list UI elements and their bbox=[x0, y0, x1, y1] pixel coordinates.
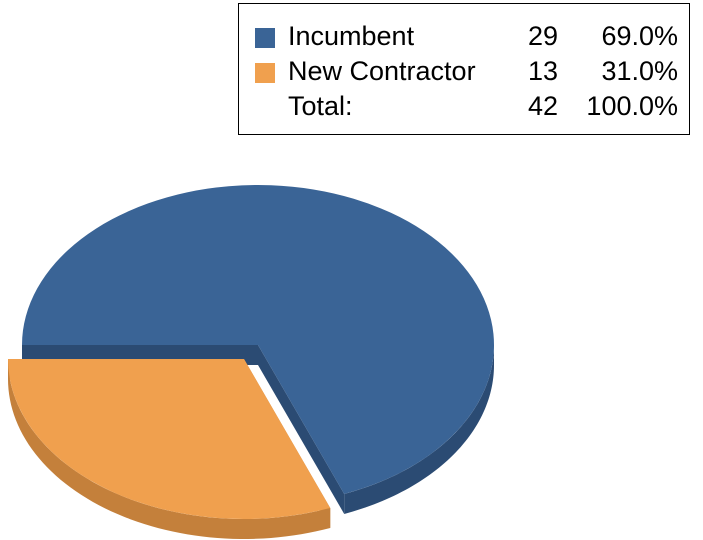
total-percent: 100.0% bbox=[586, 91, 678, 121]
total-count: 42 bbox=[528, 91, 558, 121]
legend-percent: 31.0% bbox=[601, 56, 678, 86]
slice bbox=[22, 185, 494, 494]
legend: Incumbent 29 69.0% New Contractor 13 31.0% Tot… bbox=[255, 21, 678, 121]
slice-side bbox=[8, 359, 331, 539]
slice-side bbox=[344, 345, 494, 514]
legend-swatch bbox=[255, 63, 275, 83]
slice bbox=[8, 359, 331, 519]
slice-wall bbox=[258, 345, 345, 514]
legend-box bbox=[238, 3, 690, 135]
pie bbox=[8, 185, 494, 539]
legend-label: Incumbent bbox=[288, 21, 415, 51]
total-label: Total: bbox=[288, 91, 353, 121]
legend-percent: 69.0% bbox=[601, 21, 678, 51]
legend-count: 13 bbox=[528, 56, 558, 86]
legend-count: 29 bbox=[528, 21, 558, 51]
legend-label: New Contractor bbox=[288, 56, 476, 86]
legend-swatch bbox=[255, 28, 275, 48]
